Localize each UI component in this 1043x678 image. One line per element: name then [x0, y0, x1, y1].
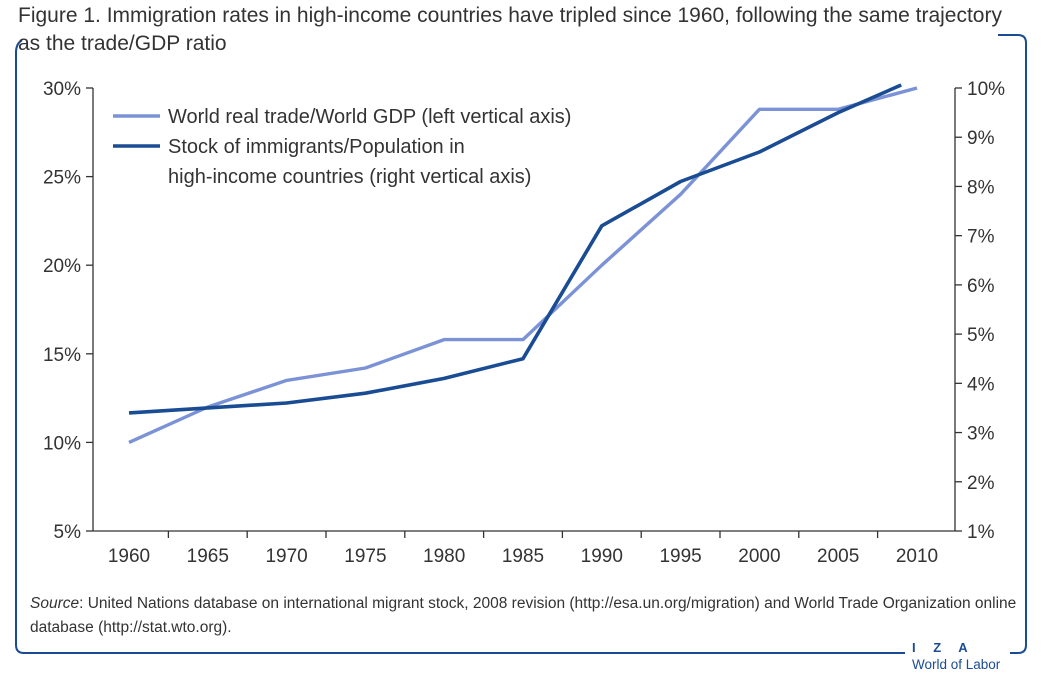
left-y-tick-label: 5% [54, 522, 82, 543]
right-y-tick-label: 6% [967, 276, 995, 297]
x-tick-label: 1970 [265, 546, 307, 567]
left-y-tick-label: 10% [43, 433, 81, 454]
series-2 [128, 83, 902, 415]
source-label: Source [30, 595, 80, 612]
x-tick-label: 1965 [187, 546, 229, 567]
legend-label-2-line-2: high-income countries (right vertical ax… [168, 166, 531, 188]
right-y-tick-label: 3% [967, 424, 995, 445]
right-y-tick-label: 8% [967, 177, 995, 198]
left-y-tick-label: 15% [43, 345, 81, 366]
source-text: : United Nations database on internation… [30, 595, 1017, 636]
chart-legend: World real trade/World GDP (left vertica… [113, 106, 571, 188]
left-y-tick-label: 20% [43, 256, 81, 277]
x-tick-label: 1975 [344, 546, 386, 567]
frame-border [15, 34, 1027, 654]
right-y-tick-label: 1% [967, 522, 995, 543]
x-tick-label: 1960 [108, 546, 150, 567]
x-tick-label: 2000 [738, 546, 780, 567]
left-y-tick-label: 30% [43, 79, 81, 100]
x-tick-label: 2010 [896, 546, 938, 567]
x-tick-label: 1990 [581, 546, 623, 567]
x-tick-label: 1985 [502, 546, 544, 567]
figure-title: Figure 1. Immigration rates in high-inco… [18, 4, 1002, 55]
logo-world-of-labor-text: World of Labor [912, 657, 1001, 672]
left-y-tick-label: 25% [43, 168, 81, 189]
source-note: Source: United Nations database on inter… [30, 592, 1020, 640]
right-y-tick-label: 5% [967, 325, 995, 346]
right-y-tick-label: 9% [967, 128, 995, 149]
right-y-tick-label: 2% [967, 473, 995, 494]
logo-iza-text: I Z A [912, 640, 975, 655]
x-tick-label: 1995 [659, 546, 701, 567]
iza-logo: I Z A World of Labor [912, 640, 1017, 674]
legend-label-2-line-1: Stock of immigrants/Population in [168, 136, 465, 158]
right-y-tick-label: 4% [967, 374, 995, 395]
right-y-tick-label: 10% [967, 79, 1005, 100]
chart-axes: 5% 10% 15% 20% 25% 30% 1% 2% 3% 4% 5% 6% 7% 8% 9% 10% 19… [43, 79, 1005, 567]
series-line-2 [128, 83, 902, 415]
x-tick-label: 1980 [423, 546, 465, 567]
chart-series [128, 83, 918, 444]
legend-label-1: World real trade/World GDP (left vertica… [168, 106, 571, 128]
right-y-tick-label: 7% [967, 227, 995, 248]
x-tick-label: 2005 [817, 546, 859, 567]
